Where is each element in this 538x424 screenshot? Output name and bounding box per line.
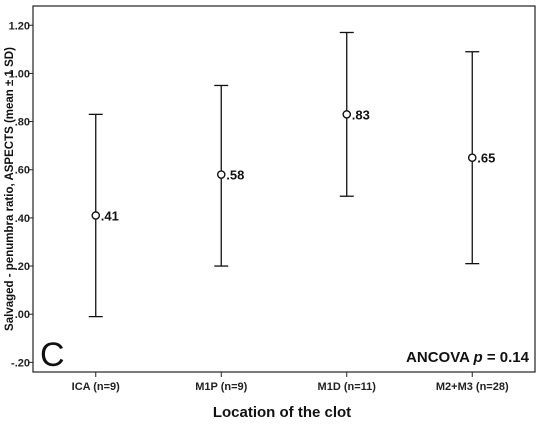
y-tick-label: 1.20 (9, 20, 30, 32)
y-tick-label: .40 (15, 213, 30, 225)
stats-annotation-value: = 0.14 (483, 349, 530, 366)
y-tick-label: -.20 (11, 357, 30, 369)
y-axis-title: Salvaged - penumbra ratio, ASPECTS (mean… (4, 47, 16, 331)
y-tick-label: .60 (15, 165, 30, 177)
stats-annotation: ANCOVA p = 0.14 (406, 349, 530, 366)
mean-marker (342, 110, 352, 119)
plot-frame (32, 5, 536, 373)
mean-marker (216, 170, 226, 179)
x-tick-label: M2+M3 (n=28) (436, 381, 509, 393)
x-axis: ICA (n=9) M1P (n=9) M1D (n=11) M2+M3 (n=28) (72, 372, 509, 393)
mean-value-label: .65 (477, 151, 495, 166)
stats-annotation-prefix: ANCOVA (406, 349, 474, 366)
mean-marker (467, 153, 477, 162)
x-axis-title: Location of the clot (213, 404, 351, 421)
mean-marker (91, 211, 101, 220)
mean-value-label: .41 (101, 208, 119, 223)
x-tick-label: M1D (n=11) (318, 381, 377, 393)
y-tick-label: .80 (15, 117, 30, 129)
y-tick-label: .20 (15, 261, 30, 273)
y-axis: -.20 .00 .20 .40 .60 .80 1.00 1.20 (9, 20, 33, 369)
y-tick-label: .00 (15, 309, 30, 321)
stats-annotation-p: p (473, 349, 483, 366)
error-bars: .41 .58 .83 .65 (88, 31, 495, 318)
x-tick-label: ICA (n=9) (72, 381, 121, 393)
y-tick-label: 1.00 (9, 68, 30, 80)
x-tick-label: M1P (n=9) (195, 381, 247, 393)
mean-value-label: .83 (352, 107, 370, 122)
mean-value-label: .58 (226, 168, 244, 183)
panel-label: C (40, 336, 65, 374)
